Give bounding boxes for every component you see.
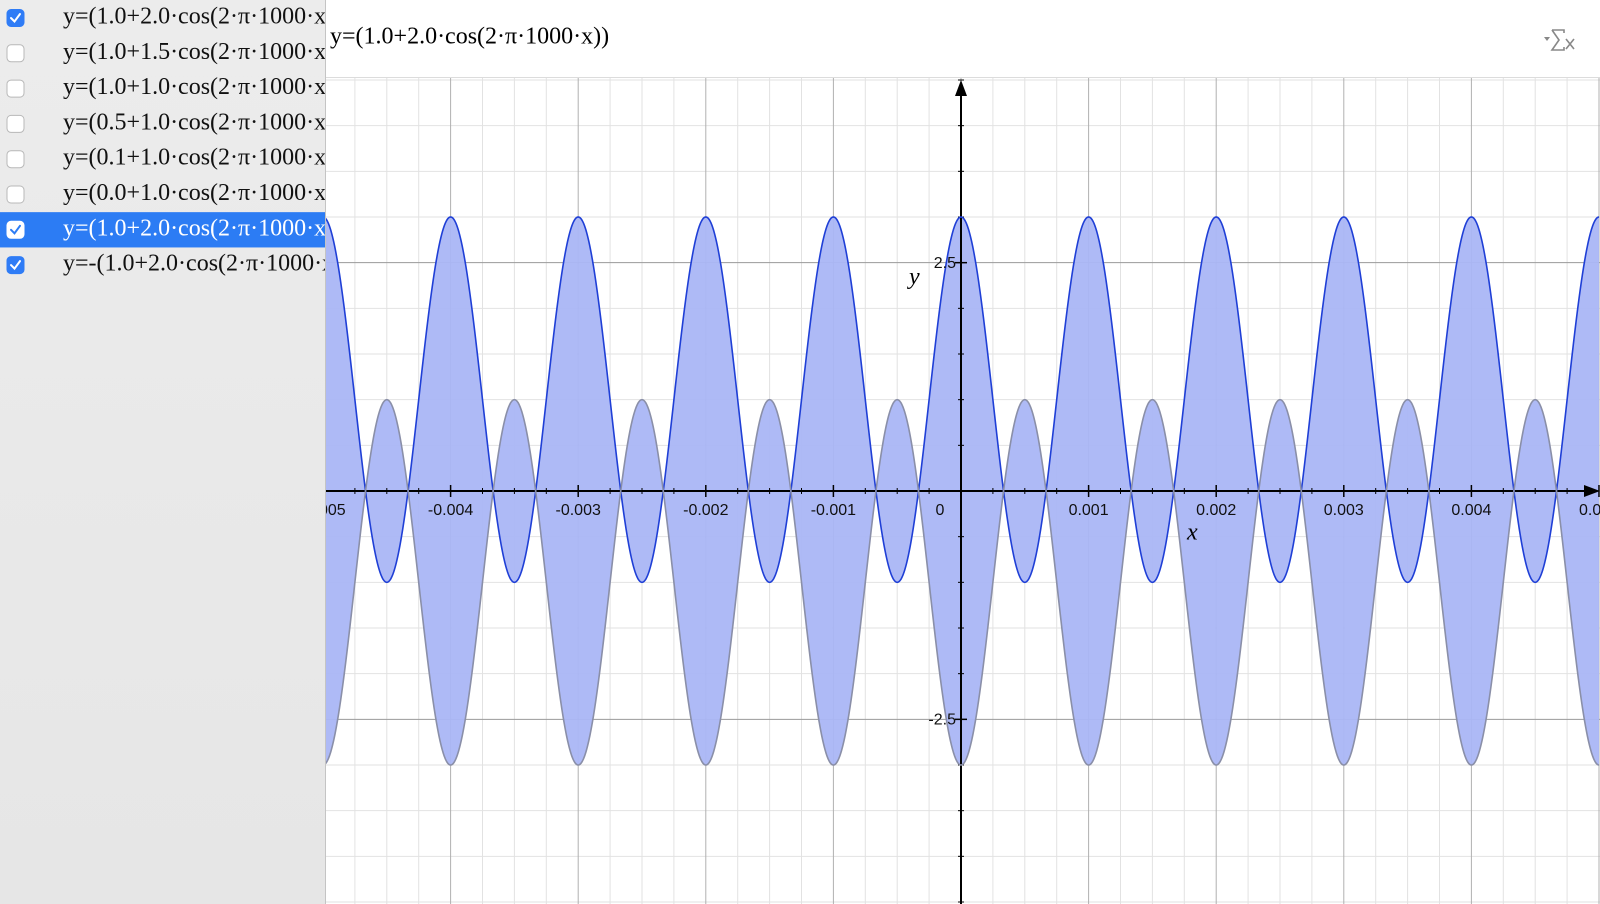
equation-row[interactable]: y=(1.0+1.0·cos(2·π·1000·x)) <box>6 74 342 100</box>
y-axis-arrow <box>955 80 967 96</box>
x-axis-label: x <box>1186 520 1198 546</box>
checkmark <box>10 260 21 271</box>
checkbox[interactable] <box>6 185 25 204</box>
x-tick-label: 0.004 <box>1451 502 1491 519</box>
x-tick-label: 0.001 <box>1069 502 1109 519</box>
header-equation: y=(1.0+2.0·cos(2·π·1000·x)) <box>330 24 609 50</box>
equation-text: y=(1.0+2.0·cos(2·π·1000·x)) <box>63 4 342 30</box>
equation-text: y=-(1.0+2.0·cos(2·π·1000·x)) <box>63 251 350 277</box>
equation-text: y=(0.5+1.0·cos(2·π·1000·x)) <box>63 109 342 135</box>
x-tick-label: -0.005 <box>300 502 345 519</box>
checkbox[interactable] <box>6 79 25 98</box>
checkbox[interactable] <box>6 150 25 169</box>
x-tick-label: -0.002 <box>683 502 728 519</box>
equation-row[interactable]: y=-(1.0+2.0·cos(2·π·1000·x)) <box>6 251 350 277</box>
equation-row[interactable]: y=(1.0+2.0·cos(2·π·1000·x)) <box>0 212 342 248</box>
y-tick-label: 2.5 <box>934 255 956 272</box>
equation-row[interactable]: y=(0.5+1.0·cos(2·π·1000·x)) <box>6 109 342 135</box>
equation-text: y=(0.1+1.0·cos(2·π·1000·x)) <box>63 145 342 171</box>
x-tick-label: -0.003 <box>556 502 601 519</box>
x-axis-arrow <box>1584 485 1600 497</box>
graph: -0.005 -0.004 -0.003 -0.002 -0.001 0 0.001 0.00… <box>300 78 1600 904</box>
checkbox[interactable] <box>6 220 25 239</box>
x-tick-label: -0.001 <box>811 502 856 519</box>
equation-text: y=(1.0+2.0·cos(2·π·1000·x)) <box>63 215 342 241</box>
equation-row[interactable]: y=(0.1+1.0·cos(2·π·1000·x)) <box>6 145 342 171</box>
x-tick-label: 0.002 <box>1196 502 1236 519</box>
y-tick-label: -2.5 <box>928 712 956 729</box>
curve <box>326 398 1600 766</box>
equation-menu-icon[interactable] <box>1544 29 1575 51</box>
equation-row[interactable]: y=(0.0+1.0·cos(2·π·1000·x)) <box>6 180 342 206</box>
equation-row[interactable]: y=(1.0+2.0·cos(2·π·1000·x)) <box>6 4 342 30</box>
checkbox[interactable] <box>6 9 25 27</box>
equation-text: y=(1.0+1.0·cos(2·π·1000·x)) <box>63 74 342 100</box>
sidebar <box>0 0 326 904</box>
checkmark <box>10 224 21 235</box>
x-tick-label: 0.003 <box>1324 502 1364 519</box>
checkmark <box>10 13 21 24</box>
x-tick-label: -0.004 <box>428 502 473 519</box>
equation-text: y=(1.0+1.5·cos(2·π·1000·x)) <box>63 39 342 65</box>
equation-text: y=(0.0+1.0·cos(2·π·1000·x)) <box>63 180 342 206</box>
y-axis-label: y <box>907 264 920 290</box>
x-tick-label: 0.005 <box>1579 502 1600 519</box>
checkbox[interactable] <box>6 44 25 63</box>
equation-list: y=(1.0+2.0·cos(2·π·1000·x)) y=(1.0+1.5·co… <box>0 4 350 277</box>
checkbox[interactable] <box>6 256 25 275</box>
row-highlight <box>0 212 325 248</box>
equation-header <box>326 0 1600 78</box>
x-tick-label: 0 <box>936 502 945 519</box>
equation-row[interactable]: y=(1.0+1.5·cos(2·π·1000·x)) <box>6 39 342 65</box>
checkbox[interactable] <box>6 114 25 133</box>
